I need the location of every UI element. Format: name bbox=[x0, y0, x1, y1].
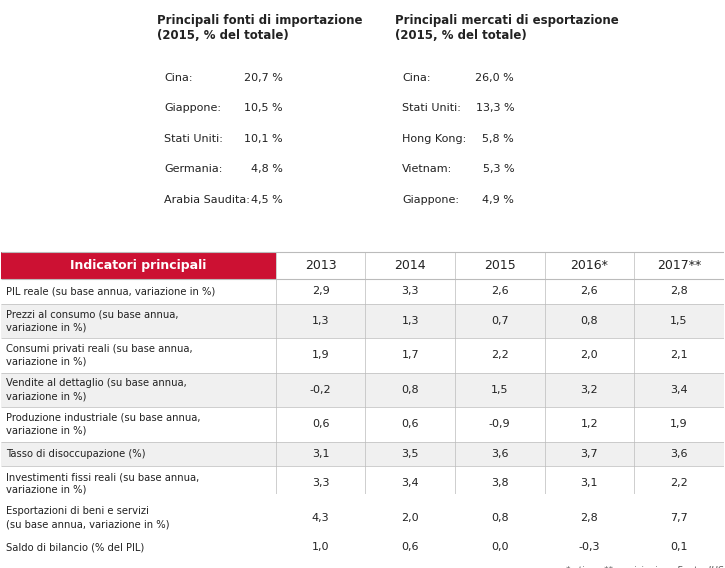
Bar bbox=[1, 304, 724, 338]
Text: 2,6: 2,6 bbox=[581, 286, 598, 296]
Text: 2,0: 2,0 bbox=[581, 350, 598, 361]
Bar bbox=[1, 373, 724, 407]
Text: -0,2: -0,2 bbox=[310, 385, 331, 395]
Text: Giappone:: Giappone: bbox=[402, 195, 459, 205]
Text: PIL reale (su base annua, variazione in %): PIL reale (su base annua, variazione in … bbox=[6, 286, 215, 296]
Text: Investimenti fissi reali (su base annua,
variazione in %): Investimenti fissi reali (su base annua,… bbox=[6, 472, 199, 495]
Text: Arabia Saudita:: Arabia Saudita: bbox=[164, 195, 250, 205]
Text: 2015: 2015 bbox=[484, 259, 515, 272]
Text: 1,2: 1,2 bbox=[581, 419, 598, 429]
Text: Germania:: Germania: bbox=[164, 164, 223, 174]
Text: 20,7 %: 20,7 % bbox=[244, 73, 283, 83]
Text: 1,0: 1,0 bbox=[312, 542, 329, 553]
Text: 2,0: 2,0 bbox=[402, 513, 419, 523]
Text: 3,2: 3,2 bbox=[581, 385, 598, 395]
Text: Giappone:: Giappone: bbox=[164, 103, 221, 113]
Text: 2017**: 2017** bbox=[657, 259, 701, 272]
Text: Stati Uniti:: Stati Uniti: bbox=[164, 134, 223, 144]
Text: 2,8: 2,8 bbox=[670, 286, 688, 296]
Text: 2,9: 2,9 bbox=[312, 286, 329, 296]
Text: 4,5 %: 4,5 % bbox=[252, 195, 283, 205]
Text: 2,2: 2,2 bbox=[670, 478, 688, 488]
Text: 1,9: 1,9 bbox=[670, 419, 687, 429]
Text: 3,3: 3,3 bbox=[402, 286, 419, 296]
Text: 1,3: 1,3 bbox=[402, 316, 419, 326]
Text: Vietnam:: Vietnam: bbox=[402, 164, 452, 174]
Text: Cina:: Cina: bbox=[402, 73, 431, 83]
Text: 2016*: 2016* bbox=[571, 259, 608, 272]
Text: Vendite al dettaglio (su base annua,
variazione in %): Vendite al dettaglio (su base annua, var… bbox=[6, 378, 186, 401]
Text: 10,5 %: 10,5 % bbox=[244, 103, 283, 113]
Text: 1,3: 1,3 bbox=[312, 316, 329, 326]
Text: 3,1: 3,1 bbox=[312, 449, 329, 459]
Bar bbox=[1, 279, 724, 304]
Text: 3,4: 3,4 bbox=[402, 478, 419, 488]
Text: 1,5: 1,5 bbox=[670, 316, 687, 326]
Text: 0,8: 0,8 bbox=[402, 385, 419, 395]
Text: -0,3: -0,3 bbox=[579, 542, 600, 553]
Text: Saldo di bilancio (% del PIL): Saldo di bilancio (% del PIL) bbox=[6, 542, 144, 553]
Text: * stima  **previsioni       Fonte: IHS: * stima **previsioni Fonte: IHS bbox=[566, 566, 724, 568]
Text: 7,7: 7,7 bbox=[670, 513, 688, 523]
Bar bbox=[1, 535, 724, 559]
Text: 1,7: 1,7 bbox=[402, 350, 419, 361]
Text: 1,5: 1,5 bbox=[491, 385, 508, 395]
Text: 0,8: 0,8 bbox=[491, 513, 508, 523]
Text: 2,2: 2,2 bbox=[491, 350, 509, 361]
Text: Consumi privati reali (su base annua,
variazione in %): Consumi privati reali (su base annua, va… bbox=[6, 344, 192, 367]
Text: 1,9: 1,9 bbox=[312, 350, 329, 361]
Text: 2014: 2014 bbox=[394, 259, 426, 272]
Text: 5,8 %: 5,8 % bbox=[482, 134, 514, 144]
Text: Produzione industriale (su base annua,
variazione in %): Produzione industriale (su base annua, v… bbox=[6, 413, 200, 436]
Text: 0,7: 0,7 bbox=[491, 316, 508, 326]
Text: Cina:: Cina: bbox=[164, 73, 192, 83]
Text: Prezzi al consumo (su base annua,
variazione in %): Prezzi al consumo (su base annua, variaz… bbox=[6, 310, 178, 332]
Text: 3,3: 3,3 bbox=[312, 478, 329, 488]
Text: 0,6: 0,6 bbox=[312, 419, 329, 429]
Bar bbox=[1, 466, 724, 500]
Text: 10,1 %: 10,1 % bbox=[244, 134, 283, 144]
Text: 3,6: 3,6 bbox=[491, 449, 508, 459]
Text: 26,0 %: 26,0 % bbox=[476, 73, 514, 83]
Text: Esportazioni di beni e servizi
(su base annua, variazione in %): Esportazioni di beni e servizi (su base … bbox=[6, 507, 169, 529]
Text: Principali fonti di importazione
(2015, % del totale): Principali fonti di importazione (2015, … bbox=[157, 14, 362, 41]
Text: 5,3 %: 5,3 % bbox=[483, 164, 514, 174]
Text: Stati Uniti:: Stati Uniti: bbox=[402, 103, 461, 113]
Text: Hong Kong:: Hong Kong: bbox=[402, 134, 466, 144]
Bar bbox=[1, 407, 724, 441]
Text: Principali mercati di esportazione
(2015, % del totale): Principali mercati di esportazione (2015… bbox=[395, 14, 618, 41]
Text: 3,1: 3,1 bbox=[581, 478, 598, 488]
Text: 2013: 2013 bbox=[304, 259, 336, 272]
Text: 0,0: 0,0 bbox=[491, 542, 508, 553]
Text: 0,1: 0,1 bbox=[670, 542, 687, 553]
Text: 13,3 %: 13,3 % bbox=[476, 103, 514, 113]
Text: 2,6: 2,6 bbox=[491, 286, 508, 296]
Text: 2,8: 2,8 bbox=[581, 513, 598, 523]
Text: 3,8: 3,8 bbox=[491, 478, 508, 488]
Text: Tasso di disoccupazione (%): Tasso di disoccupazione (%) bbox=[6, 449, 145, 459]
Bar bbox=[1, 441, 724, 466]
Text: 3,5: 3,5 bbox=[402, 449, 419, 459]
Text: 4,9 %: 4,9 % bbox=[482, 195, 514, 205]
Text: 4,3: 4,3 bbox=[312, 513, 329, 523]
Text: 0,8: 0,8 bbox=[581, 316, 598, 326]
Text: Indicatori principali: Indicatori principali bbox=[70, 259, 207, 272]
Text: 2,1: 2,1 bbox=[670, 350, 687, 361]
Text: -0,9: -0,9 bbox=[489, 419, 510, 429]
Bar bbox=[1, 500, 724, 535]
Text: 3,7: 3,7 bbox=[581, 449, 598, 459]
Bar bbox=[1, 338, 724, 373]
Text: 3,6: 3,6 bbox=[670, 449, 687, 459]
Text: 0,6: 0,6 bbox=[402, 542, 419, 553]
Bar bbox=[1, 253, 276, 279]
Text: 4,8 %: 4,8 % bbox=[251, 164, 283, 174]
Text: 3,4: 3,4 bbox=[670, 385, 687, 395]
Text: 0,6: 0,6 bbox=[402, 419, 419, 429]
